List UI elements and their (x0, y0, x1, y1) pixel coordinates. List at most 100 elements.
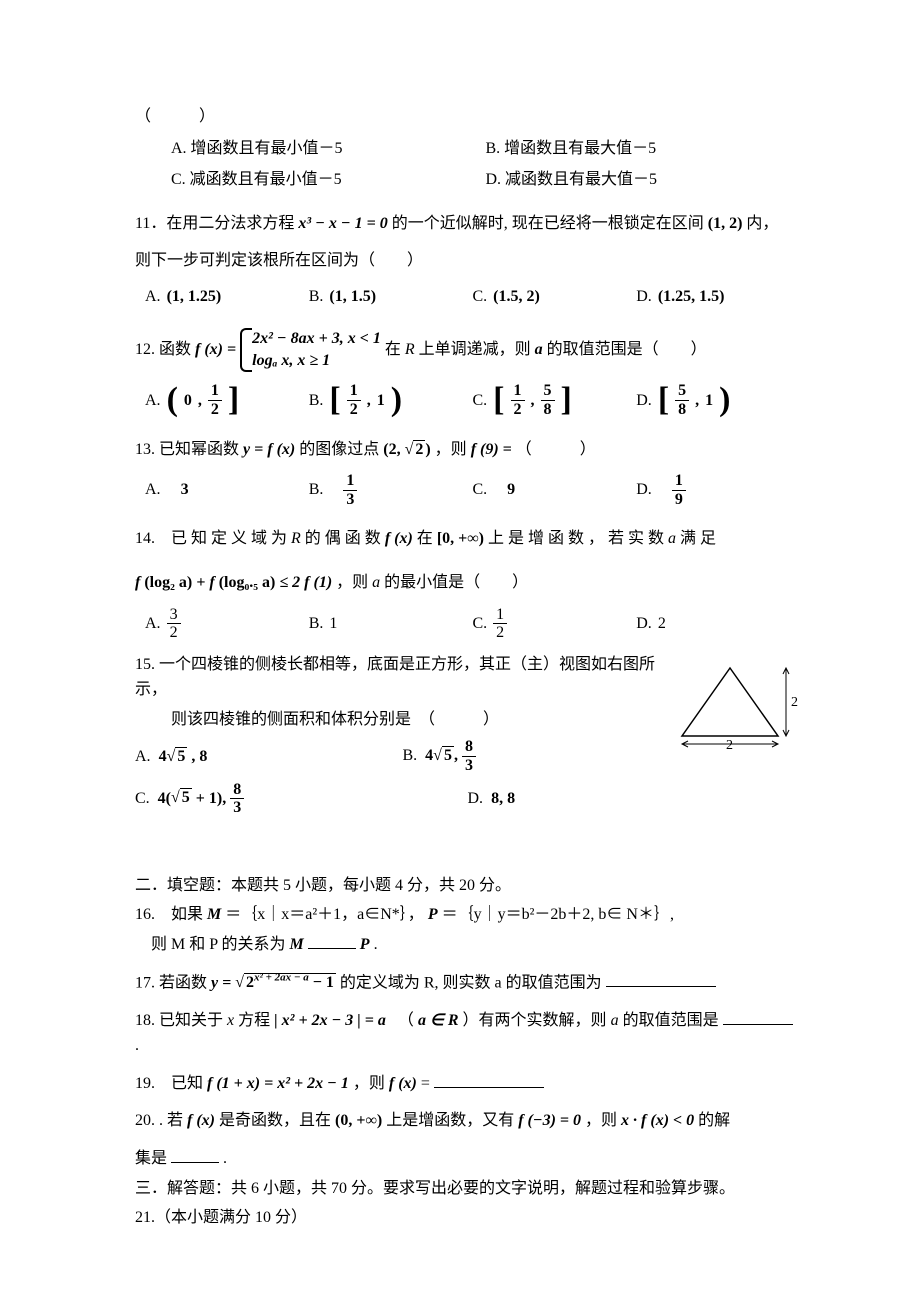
q20-text-b: 是奇函数，且在 (219, 1112, 335, 1129)
q12-opt-b: B. [ 12, 1 ) (309, 382, 473, 418)
q14-R: R (291, 530, 301, 547)
q12-opt-c-lbl: C. (473, 388, 488, 414)
q11-line1: 11．在用二分法求方程 x³ − x − 1 = 0 的一个近似解时, 现在已经… (135, 211, 800, 237)
sqrt-icon: 5 (433, 743, 454, 769)
blank-fill-icon (434, 1087, 544, 1088)
q13-opt-b-val: 13 (343, 472, 357, 508)
q12-b-left: 12 (347, 382, 361, 418)
q18-text-a: 18. 已知关于 (135, 1012, 227, 1029)
sqrt-icon: 2x² + 2ax − a − 1 (235, 970, 336, 996)
q20-text-d: ，则 (585, 1112, 621, 1129)
q10-opt-a: A. 增函数且有最小值－5 (171, 136, 486, 162)
q14-opt-d: D. 2 (636, 611, 800, 637)
q13-pt-a: (2, (383, 441, 404, 458)
q11-opt-c: C. (1.5, 2) (473, 284, 637, 310)
q10-opt-c: C. 减函数且有最小值－5 (171, 167, 486, 193)
q14-plus: + f (196, 574, 218, 591)
q20-period: . (223, 1150, 227, 1167)
q11-opt-d-val: (1.25, 1.5) (658, 284, 725, 310)
sqrt-icon: 5 (171, 785, 192, 811)
section3-title: 三．解答题：共 6 小题，共 70 分。要求写出必要的文字说明，解题过程和验算步… (135, 1176, 800, 1202)
q13-yfx: y = f (x) (243, 441, 295, 458)
q13-opt-a: A. 3 (145, 477, 309, 503)
blank-fill-icon (606, 986, 716, 987)
q14-line2b: ，则 (336, 574, 372, 591)
q12-text-c: 上单调递减，则 (419, 341, 535, 358)
q13-opt-d-val: 19 (672, 472, 686, 508)
q15-a-rest: , 8 (187, 748, 207, 765)
q15-opt-a-lbl: A. (135, 748, 151, 765)
q14-opt-d-lbl: D. (636, 611, 652, 637)
q12-opt-a: A. ( 0, 12 ] (145, 382, 309, 418)
q13-opt-c: C. 9 (473, 477, 637, 503)
q20-line2: 集是 . (135, 1146, 800, 1172)
q11-opt-a-lbl: A. (145, 284, 161, 310)
open-paren-icon: ( (167, 383, 178, 417)
q17-text-a: 17. 若函数 (135, 974, 211, 991)
close-bracket-icon: ] (228, 383, 239, 417)
q14-a2: a (372, 574, 380, 591)
q12-a-right: 12 (208, 382, 222, 418)
q20-text-a: 20. . 若 (135, 1112, 187, 1129)
q12-b-right: 1 (377, 388, 385, 414)
q16-period: . (374, 936, 378, 953)
q11-text-c: 内， (746, 215, 778, 232)
q16-text-a: 16. 如果 (135, 906, 207, 923)
q17-exp: x² + 2ax − a (254, 972, 309, 984)
q15-b-frac: 83 (462, 738, 476, 774)
q14-line2: f (log₂ a) + f (log₀.₅ a) ≤ 2 f (1) ，则 a… (135, 570, 800, 596)
q16-line2: 则 M 和 P 的关系为 M P . (135, 932, 800, 958)
q17-line: 17. 若函数 y = 2x² + 2ax − a − 1 的定义域为 R, 则… (135, 970, 800, 996)
q18-text-d: ）有两个实数解，则 (463, 1012, 611, 1029)
q16-M: M (207, 906, 221, 923)
q15-block: 2 2 15. 一个四棱锥的侧棱长都相等，底面是正方形，其正（主）视图如右图所示… (135, 652, 800, 823)
q15-opt-b-lbl: B. (403, 747, 418, 764)
svg-text:2: 2 (791, 695, 798, 710)
q15-a-4: 4 (159, 748, 167, 765)
close-paren-icon: ) (719, 383, 730, 417)
q13-options: A. 3 B. 13 C. 9 D. 19 (135, 472, 800, 508)
blank-fill-icon (171, 1162, 219, 1163)
q15-b-4: 4 (425, 747, 433, 764)
q13-text-d: （ ） (516, 441, 596, 458)
q15-c-frac: 83 (230, 781, 244, 817)
q11-opt-a: A. (1, 1.25) (145, 284, 309, 310)
q15-opt-d-lbl: D. (468, 790, 484, 807)
q14-opt-d-val: 2 (658, 611, 666, 637)
q13-text-a: 13. 已知幂函数 (135, 441, 243, 458)
q14-opt-a-lbl: A. (145, 611, 161, 637)
q10-paren: （ ） (135, 104, 800, 130)
q16-P2: P (360, 936, 370, 953)
blank-fill-icon (723, 1024, 793, 1025)
q11-options: A. (1, 1.25) B. (1, 1.5) C. (1.5, 2) D. … (135, 284, 800, 310)
q15-opt-b: B. 45, 83 (403, 738, 671, 774)
q12-piece1: 2x² − 8ax + 3, x < 1 (252, 328, 381, 350)
q12-a: a (535, 341, 543, 358)
q14-opt-c: C. 12 (473, 606, 637, 642)
q13-f9: f (9) = (471, 441, 516, 458)
q12-fx: f (x) = (195, 341, 240, 358)
q11-opt-c-lbl: C. (473, 284, 488, 310)
q17-text-b: 的定义域为 R, 则实数 a 的取值范围为 (340, 974, 602, 991)
q14-text-d: 上 是 增 函 数 ， 若 实 数 (488, 530, 668, 547)
q10-opt-b: B. 增函数且有最大值－5 (486, 136, 801, 162)
q20-line2-text: 集是 (135, 1150, 167, 1167)
open-bracket-icon: [ (329, 383, 340, 417)
q10-opt-d: D. 减函数且有最大值－5 (486, 167, 801, 193)
q11-expr: x³ − x − 1 = 0 (298, 215, 387, 232)
q13-opt-c-lbl: C. (473, 477, 488, 503)
q11-interval: (1, 2) (708, 215, 743, 232)
q14-a: a (668, 530, 676, 547)
q13-opt-b: B. 13 (309, 472, 473, 508)
q14-intv: [0, +∞) (437, 530, 484, 547)
blank-fill-icon (308, 948, 356, 949)
q12-piece2: logₐ x, x ≥ 1 (252, 350, 381, 372)
q12-opt-d-lbl: D. (636, 388, 652, 414)
q18-text-c: （ (390, 1012, 414, 1029)
q14-opt-c-val: 12 (493, 606, 507, 642)
q11-opt-a-val: (1, 1.25) (167, 284, 222, 310)
q13-pt-b: ) (425, 441, 430, 458)
q20-fx: f (x) (187, 1112, 215, 1129)
q12-piecewise: 2x² − 8ax + 3, x < 1 logₐ x, x ≥ 1 (240, 328, 381, 373)
q18-aR: a ∈ R (418, 1012, 459, 1029)
